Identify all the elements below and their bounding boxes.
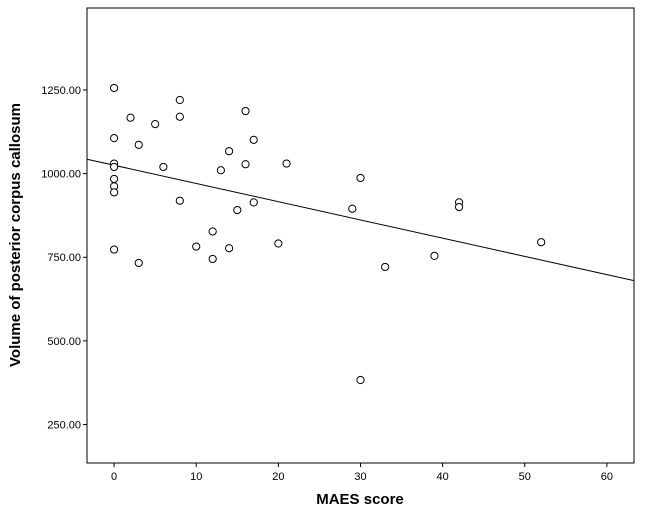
y-axis-ticks: 250.00 500.00 750.00 1000.00 1250.00 [41,85,87,432]
data-point [134,140,143,149]
x-axis-ticks: 0 10 20 30 40 50 60 [111,463,613,483]
data-point [356,173,365,183]
x-tick-label: 60 [601,471,613,483]
data-point [233,205,242,215]
data-point [110,245,119,254]
data-point [537,238,546,247]
data-point [216,166,225,175]
data-point [356,375,365,385]
x-tick-label: 0 [111,471,117,483]
y-tick-label: 500.00 [47,336,81,348]
x-tick-label: 50 [519,471,531,483]
data-point [381,262,390,272]
data-point [175,112,184,121]
data-point [175,95,184,105]
data-point [224,244,234,253]
x-tick-label: 20 [272,471,284,483]
data-point [249,198,258,207]
data-point [208,254,217,264]
y-tick-label: 250.00 [47,420,81,432]
data-point [175,196,184,205]
y-tick-label: 1000.00 [41,169,81,181]
data-point [348,204,357,213]
data-point [241,160,250,169]
data-point [224,147,234,156]
y-axis-title: Volume of posterior corpus callosum [7,103,24,367]
data-point [110,83,119,93]
data-point [159,162,168,172]
data-point [274,239,283,248]
y-tick-label: 1250.00 [41,85,81,97]
fit-line [86,158,635,282]
data-point [126,113,135,122]
data-point [249,135,258,144]
x-tick-label: 40 [437,471,449,483]
data-point [430,251,439,261]
data-point [454,202,464,212]
x-axis-title: MAES score [316,491,404,508]
y-tick-label: 750.00 [47,252,81,264]
data-point [282,159,291,168]
data-point [134,258,143,268]
plot-area [86,7,635,464]
data-point [241,106,250,116]
plot-content [86,83,635,385]
data-point [110,174,119,184]
data-point [110,162,119,172]
x-tick-label: 30 [354,471,366,483]
data-point [110,188,119,197]
data-point [208,227,217,236]
data-point [151,119,160,129]
data-point [192,242,201,251]
x-tick-label: 10 [190,471,202,483]
data-point [110,134,119,143]
